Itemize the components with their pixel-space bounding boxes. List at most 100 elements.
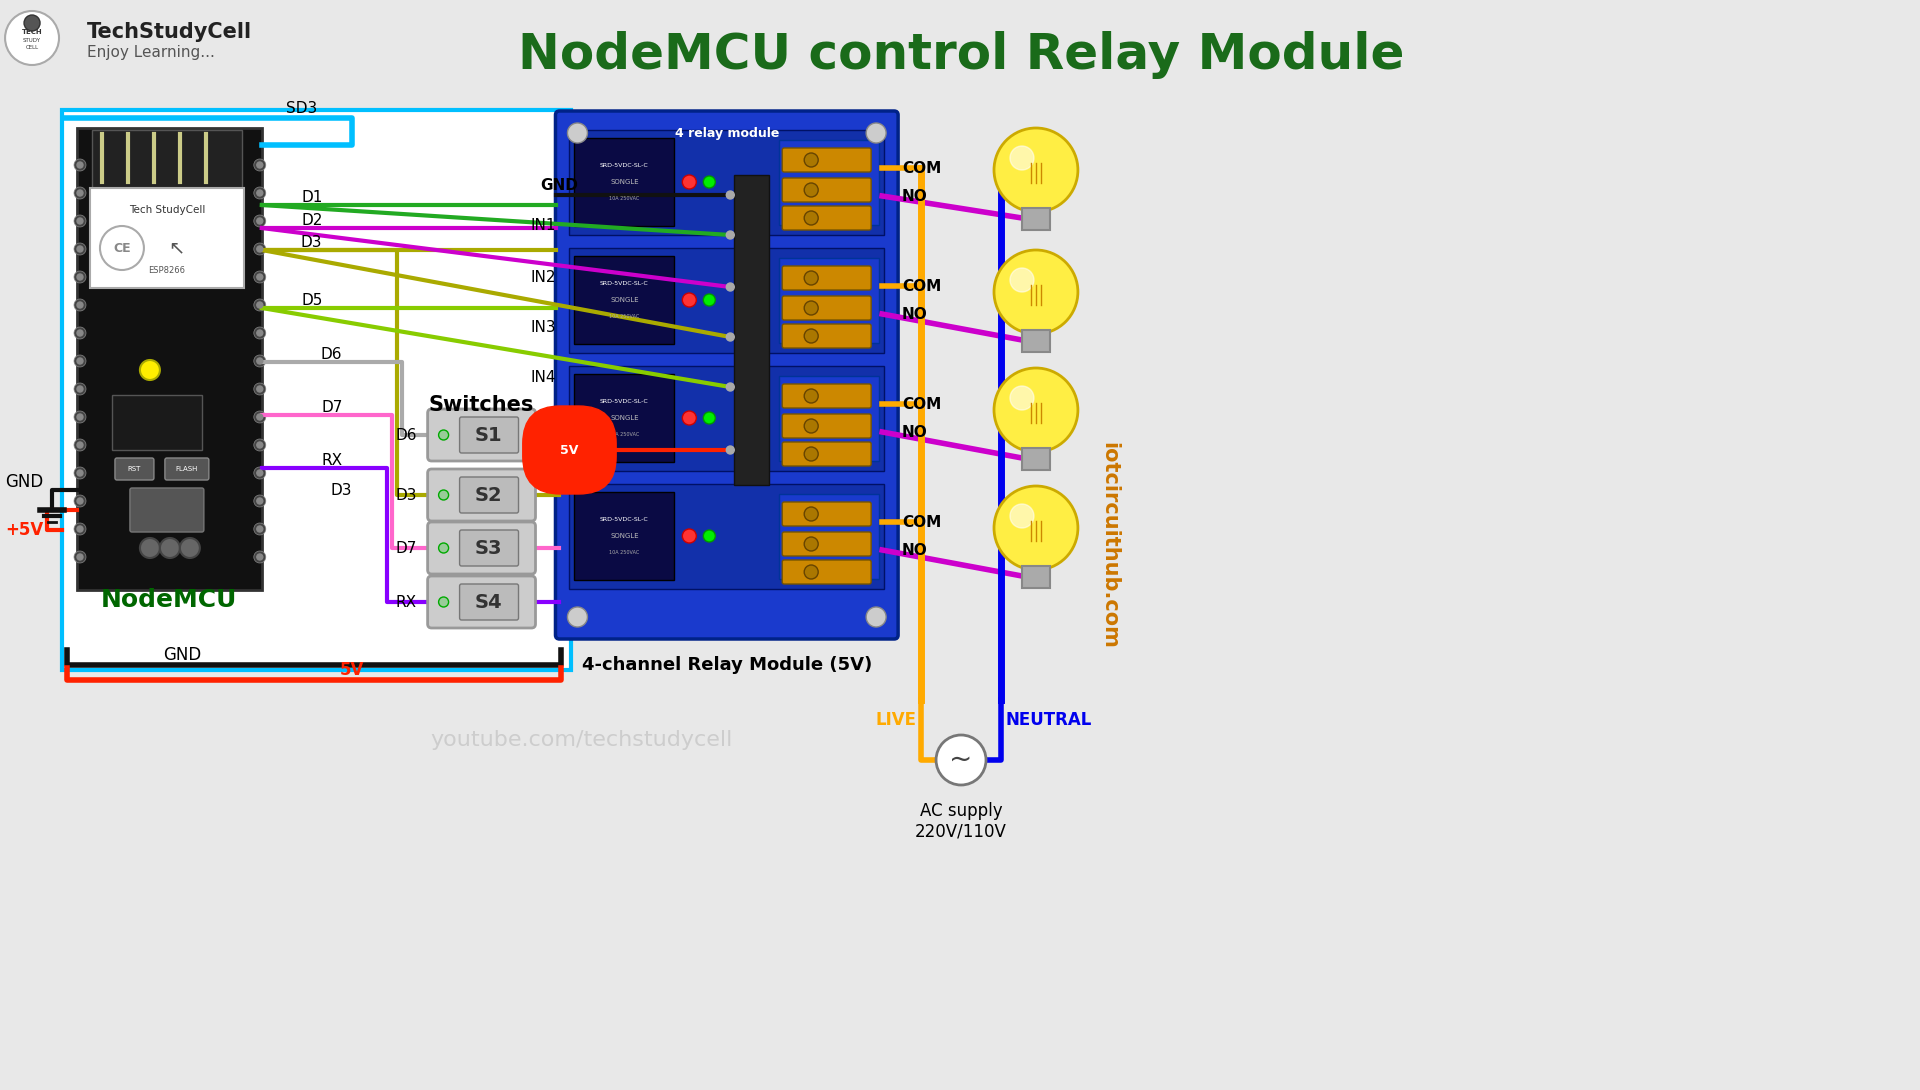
Circle shape (253, 355, 265, 367)
Text: Enjoy Learning...: Enjoy Learning... (86, 45, 215, 60)
Text: 10A 250VAC: 10A 250VAC (609, 314, 639, 318)
Circle shape (995, 486, 1077, 570)
Circle shape (804, 211, 818, 225)
Circle shape (257, 218, 263, 225)
Circle shape (682, 411, 697, 425)
Text: 4 relay module: 4 relay module (674, 126, 780, 140)
Circle shape (140, 360, 159, 380)
Circle shape (804, 419, 818, 433)
Text: NO: NO (902, 424, 927, 439)
Text: RST: RST (127, 467, 140, 472)
Circle shape (75, 383, 86, 395)
Circle shape (77, 330, 83, 336)
Text: D3: D3 (396, 487, 417, 502)
Circle shape (77, 443, 83, 448)
FancyBboxPatch shape (781, 148, 872, 172)
Bar (780, 376, 879, 461)
Circle shape (703, 530, 716, 542)
FancyBboxPatch shape (555, 111, 899, 639)
Text: S2: S2 (474, 485, 503, 505)
Text: S4: S4 (474, 593, 503, 611)
Bar (780, 494, 879, 579)
Bar (570, 366, 883, 471)
FancyBboxPatch shape (428, 409, 536, 461)
Text: TECH: TECH (21, 29, 42, 35)
Circle shape (995, 128, 1077, 211)
Text: STUDY: STUDY (23, 37, 40, 43)
Circle shape (726, 334, 733, 341)
Bar (570, 130, 883, 235)
Text: D7: D7 (396, 541, 417, 556)
Circle shape (682, 529, 697, 543)
Circle shape (77, 498, 83, 504)
Circle shape (25, 15, 40, 31)
Text: Switches: Switches (428, 395, 534, 415)
Text: 10A 250VAC: 10A 250VAC (609, 432, 639, 436)
Text: LIVE: LIVE (876, 711, 916, 729)
Circle shape (75, 467, 86, 479)
Text: RX: RX (396, 594, 417, 609)
Circle shape (77, 554, 83, 560)
Circle shape (75, 243, 86, 255)
FancyBboxPatch shape (115, 458, 154, 480)
Circle shape (804, 183, 818, 197)
Bar (61, 110, 572, 670)
Bar (111, 395, 202, 450)
Circle shape (75, 411, 86, 423)
Text: 5V: 5V (340, 661, 365, 679)
FancyBboxPatch shape (781, 443, 872, 467)
Text: NodeMCU control Relay Module: NodeMCU control Relay Module (518, 31, 1404, 78)
FancyBboxPatch shape (781, 178, 872, 202)
Text: FLASH: FLASH (177, 467, 198, 472)
Circle shape (75, 159, 86, 171)
Circle shape (804, 271, 818, 284)
Circle shape (75, 327, 86, 339)
Text: 5V: 5V (561, 444, 578, 457)
FancyBboxPatch shape (165, 458, 209, 480)
Text: SRD-5VDC-SL-C: SRD-5VDC-SL-C (601, 162, 649, 168)
Text: AC supply
220V/110V: AC supply 220V/110V (916, 802, 1006, 840)
FancyBboxPatch shape (459, 477, 518, 513)
Text: SONGLE: SONGLE (611, 533, 639, 538)
Text: IN4: IN4 (532, 370, 557, 385)
Text: GND: GND (541, 178, 578, 193)
Circle shape (257, 358, 263, 364)
Circle shape (257, 554, 263, 560)
FancyBboxPatch shape (781, 206, 872, 230)
Circle shape (804, 565, 818, 579)
Circle shape (253, 215, 265, 227)
Text: NO: NO (902, 189, 927, 204)
Text: youtube.com/techstudycell: youtube.com/techstudycell (430, 730, 733, 750)
FancyBboxPatch shape (781, 296, 872, 320)
Text: TechStudyCell: TechStudyCell (86, 22, 252, 43)
Circle shape (75, 187, 86, 199)
Bar (574, 256, 674, 344)
FancyBboxPatch shape (428, 522, 536, 574)
Circle shape (568, 123, 588, 143)
Text: SRD-5VDC-SL-C: SRD-5VDC-SL-C (601, 280, 649, 286)
Text: NO: NO (902, 306, 927, 322)
Bar (92, 130, 242, 190)
Bar (1021, 566, 1050, 588)
Text: SRD-5VDC-SL-C: SRD-5VDC-SL-C (601, 399, 649, 403)
Text: D2: D2 (301, 213, 323, 228)
Bar (574, 492, 674, 580)
Circle shape (77, 358, 83, 364)
Circle shape (1010, 504, 1035, 528)
Circle shape (995, 250, 1077, 334)
Circle shape (257, 274, 263, 280)
Bar (574, 138, 674, 226)
Circle shape (726, 446, 733, 455)
Circle shape (726, 191, 733, 199)
Circle shape (995, 368, 1077, 452)
Text: COM: COM (902, 160, 941, 175)
Text: D3: D3 (301, 234, 323, 250)
Text: GND: GND (163, 646, 202, 664)
Circle shape (257, 162, 263, 168)
Circle shape (682, 293, 697, 307)
Circle shape (438, 597, 449, 607)
Bar (570, 484, 883, 589)
Text: ~: ~ (948, 746, 973, 774)
Circle shape (253, 243, 265, 255)
Circle shape (257, 246, 263, 252)
